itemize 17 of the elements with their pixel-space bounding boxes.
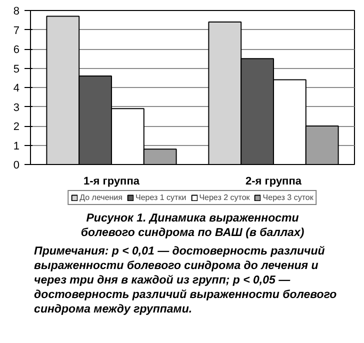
y-tick-label: 4 (13, 82, 20, 94)
legend-label: До лечения (80, 193, 122, 202)
x-tick-label: 2-я группа (246, 176, 302, 188)
legend-label: Через 1 сутки (135, 193, 186, 202)
y-tick-label: 0 (13, 160, 20, 172)
text: Рисунок 1. Динамика выраженности болевого синдрома по ВАШ (в баллах) (80, 212, 304, 239)
text: Примечания: p < 0,01 — достоверность различий выраженности болевого синдрома до лечения и через три дня в каждой из групп; p < 0,05 — достоверность различий выраженности болевого синдрома между группами. (34, 246, 337, 316)
y-tick-label: 2 (13, 121, 20, 133)
y-tick-label: 8 (13, 6, 20, 18)
y-tick-label: 5 (13, 63, 20, 76)
legend-label: Через 3 суток (262, 193, 314, 202)
y-tick-label: 7 (13, 24, 20, 37)
y-tick-label: 3 (13, 102, 20, 114)
y-tick-label: 1 (13, 140, 20, 152)
x-tick-label: 1-я группа (84, 176, 140, 188)
y-tick-label: 6 (13, 44, 20, 56)
legend-label: Через 2 суток (199, 193, 250, 202)
